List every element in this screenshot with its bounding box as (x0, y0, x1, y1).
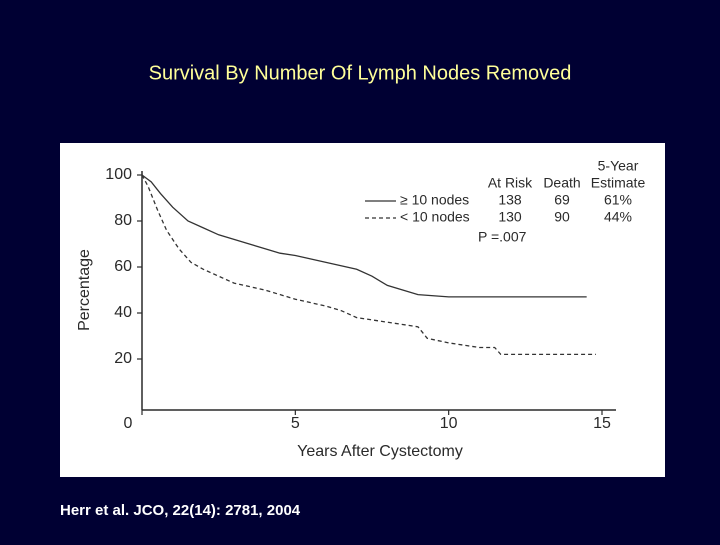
legend-header: 5-Year (598, 158, 639, 174)
legend-header: Death (543, 175, 580, 191)
legend-cell: 61% (604, 192, 632, 208)
legend-header: At Risk (488, 175, 533, 191)
survival-line (141, 174, 596, 356)
x-tick-label: 0 (124, 415, 133, 432)
legend-label: < 10 nodes (400, 209, 470, 225)
x-tick-label: 15 (593, 415, 611, 432)
legend-cell: 130 (498, 209, 522, 225)
slide-title: Survival By Number Of Lymph Nodes Remove… (149, 62, 572, 84)
y-tick-label: 20 (114, 350, 132, 367)
p-value: P =.007 (478, 229, 527, 245)
y-tick-label: 60 (114, 258, 132, 275)
citation: Herr et al. JCO, 22(14): 2781, 2004 (60, 502, 301, 519)
y-tick-label: 100 (105, 166, 132, 183)
y-tick-label: 80 (114, 212, 132, 229)
legend-cell: 44% (604, 209, 632, 225)
y-axis-title: Percentage (76, 249, 93, 331)
legend-header: Estimate (591, 175, 646, 191)
x-axis-title: Years After Cystectomy (297, 443, 463, 460)
legend-cell: 138 (498, 192, 522, 208)
legend-label: ≥ 10 nodes (400, 192, 469, 208)
y-tick-label: 40 (114, 304, 132, 321)
survival-line (141, 174, 587, 298)
x-tick-label: 5 (291, 415, 300, 432)
legend-cell: 69 (554, 192, 570, 208)
x-tick-label: 10 (440, 415, 458, 432)
legend-cell: 90 (554, 209, 570, 225)
chart: 20 40 60 80 100 0 5 10 15 Years After Cystectomy P… (76, 158, 645, 461)
chart-panel (60, 143, 665, 477)
